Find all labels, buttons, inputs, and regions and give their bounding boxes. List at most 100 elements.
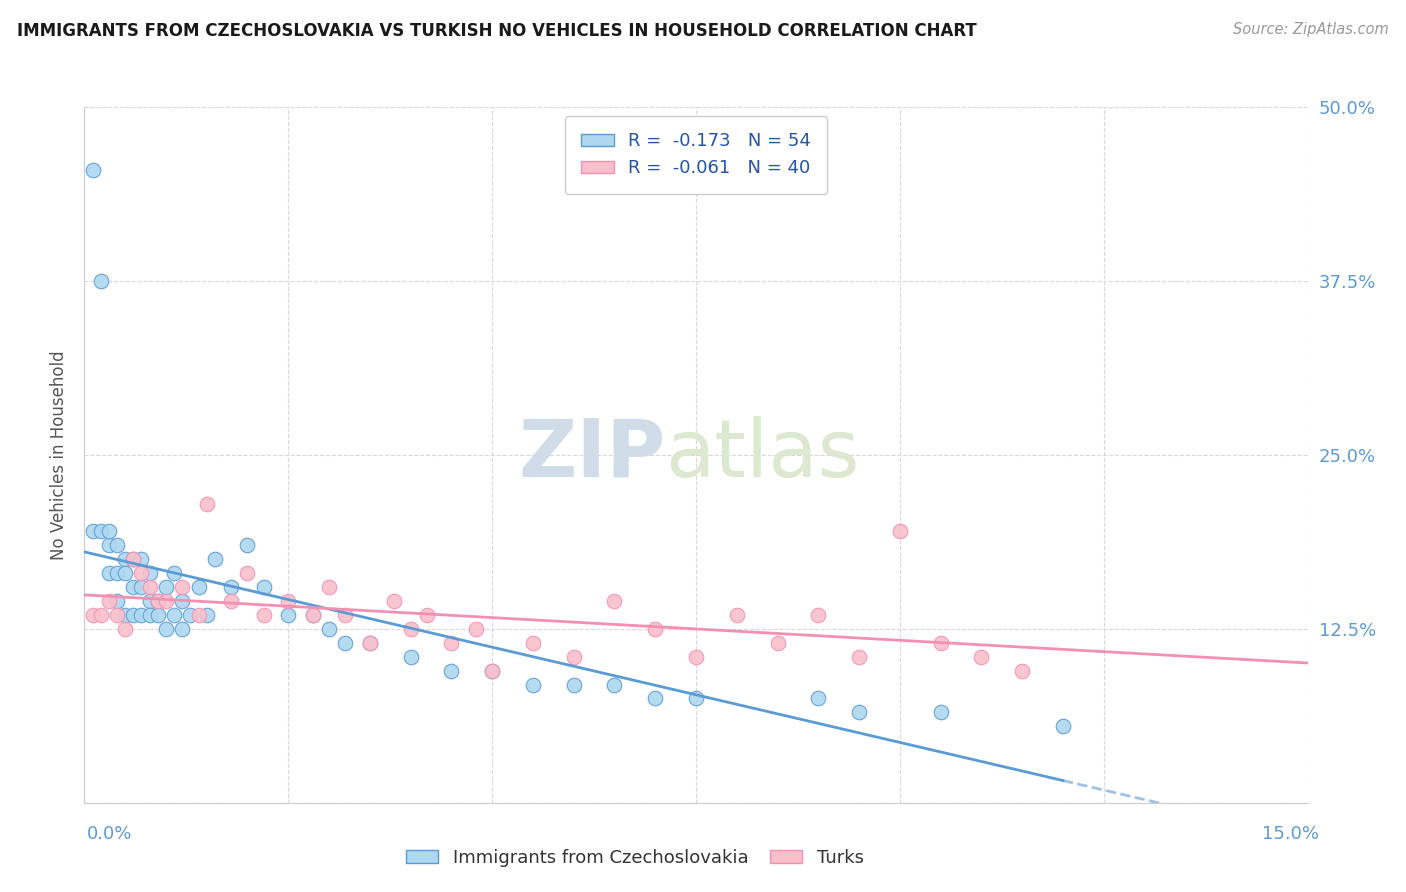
- Point: [335, 607, 357, 622]
- Point: [114, 622, 136, 636]
- Point: [105, 594, 128, 608]
- Point: [236, 538, 259, 552]
- Point: [97, 566, 120, 581]
- Point: [301, 607, 323, 622]
- Point: [335, 636, 357, 650]
- Point: [114, 607, 136, 622]
- Point: [522, 677, 544, 691]
- Point: [138, 566, 160, 581]
- Point: [685, 691, 707, 706]
- Legend: Immigrants from Czechoslovakia, Turks: Immigrants from Czechoslovakia, Turks: [398, 841, 872, 874]
- Point: [318, 580, 340, 594]
- Point: [1011, 664, 1033, 678]
- Point: [163, 607, 186, 622]
- Point: [138, 594, 160, 608]
- Point: [195, 607, 218, 622]
- Point: [138, 607, 160, 622]
- Point: [138, 580, 160, 594]
- Point: [155, 580, 177, 594]
- Point: [603, 594, 626, 608]
- Point: [807, 607, 830, 622]
- Point: [253, 607, 276, 622]
- Point: [685, 649, 707, 664]
- Point: [105, 607, 128, 622]
- Point: [562, 677, 585, 691]
- Point: [131, 552, 153, 566]
- Point: [97, 538, 120, 552]
- Point: [399, 649, 422, 664]
- Point: [97, 524, 120, 539]
- Point: [359, 636, 381, 650]
- Point: [122, 552, 145, 566]
- Point: [277, 594, 299, 608]
- Point: [766, 636, 789, 650]
- Point: [301, 607, 323, 622]
- Point: [253, 580, 276, 594]
- Point: [179, 607, 201, 622]
- Point: [163, 566, 186, 581]
- Text: 15.0%: 15.0%: [1261, 825, 1319, 843]
- Point: [440, 664, 463, 678]
- Point: [644, 691, 666, 706]
- Point: [131, 566, 153, 581]
- Point: [172, 594, 194, 608]
- Point: [146, 594, 169, 608]
- Point: [929, 636, 952, 650]
- Point: [82, 524, 104, 539]
- Point: [562, 649, 585, 664]
- Point: [382, 594, 405, 608]
- Point: [318, 622, 340, 636]
- Point: [929, 706, 952, 720]
- Point: [172, 580, 194, 594]
- Point: [187, 607, 209, 622]
- Point: [114, 552, 136, 566]
- Point: [522, 636, 544, 650]
- Point: [105, 538, 128, 552]
- Point: [82, 162, 104, 177]
- Point: [131, 580, 153, 594]
- Point: [481, 664, 503, 678]
- Point: [970, 649, 993, 664]
- Point: [195, 497, 218, 511]
- Point: [889, 524, 911, 539]
- Point: [155, 622, 177, 636]
- Point: [114, 566, 136, 581]
- Point: [416, 607, 439, 622]
- Point: [236, 566, 259, 581]
- Point: [1052, 719, 1074, 733]
- Point: [122, 580, 145, 594]
- Point: [82, 607, 104, 622]
- Point: [146, 594, 169, 608]
- Point: [122, 607, 145, 622]
- Point: [848, 649, 870, 664]
- Point: [481, 664, 503, 678]
- Point: [440, 636, 463, 650]
- Point: [97, 594, 120, 608]
- Point: [848, 706, 870, 720]
- Point: [122, 552, 145, 566]
- Text: ZIP: ZIP: [519, 416, 665, 494]
- Point: [219, 594, 242, 608]
- Point: [90, 607, 112, 622]
- Y-axis label: No Vehicles in Household: No Vehicles in Household: [51, 350, 69, 560]
- Point: [90, 524, 112, 539]
- Point: [464, 622, 486, 636]
- Text: IMMIGRANTS FROM CZECHOSLOVAKIA VS TURKISH NO VEHICLES IN HOUSEHOLD CORRELATION C: IMMIGRANTS FROM CZECHOSLOVAKIA VS TURKIS…: [17, 22, 977, 40]
- Point: [172, 622, 194, 636]
- Point: [187, 580, 209, 594]
- Point: [644, 622, 666, 636]
- Point: [359, 636, 381, 650]
- Point: [399, 622, 422, 636]
- Point: [204, 552, 226, 566]
- Point: [725, 607, 748, 622]
- Point: [277, 607, 299, 622]
- Point: [219, 580, 242, 594]
- Point: [146, 607, 169, 622]
- Text: atlas: atlas: [665, 416, 859, 494]
- Point: [155, 594, 177, 608]
- Point: [603, 677, 626, 691]
- Text: 0.0%: 0.0%: [87, 825, 132, 843]
- Text: Source: ZipAtlas.com: Source: ZipAtlas.com: [1233, 22, 1389, 37]
- Point: [105, 566, 128, 581]
- Point: [131, 607, 153, 622]
